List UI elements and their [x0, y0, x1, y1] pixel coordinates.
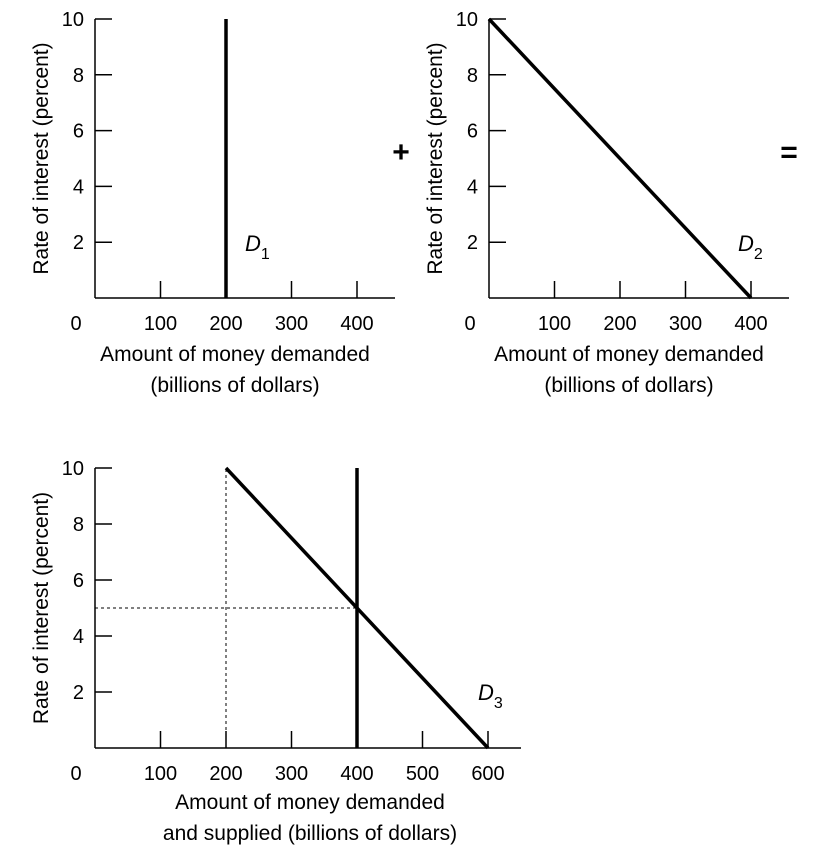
x-tick-label: 400	[340, 313, 373, 335]
x-tick-label: 0	[464, 313, 475, 335]
x-tick-label: 400	[734, 313, 767, 335]
y-tick-label: 4	[73, 626, 84, 648]
y-tick-label: 2	[73, 682, 84, 704]
x-tick-label: 300	[669, 313, 702, 335]
x-tick-label: 200	[603, 313, 636, 335]
x-tick-label: 100	[144, 313, 177, 335]
y-axis-title: Rate of interest (percent)	[30, 492, 53, 724]
x-axis-title: Amount of money demanded	[100, 343, 370, 366]
y-tick-label: 6	[73, 121, 84, 143]
x-axis-title: Amount of money demanded	[175, 791, 445, 814]
y-tick-label: 6	[467, 121, 478, 143]
y-tick-label: 8	[467, 65, 478, 87]
y-tick-label: 6	[73, 570, 84, 592]
x-tick-label: 200	[209, 313, 242, 335]
y-axis-title: Rate of interest (percent)	[424, 42, 447, 274]
x-tick-label: 500	[406, 763, 439, 785]
x-tick-label: 400	[340, 763, 373, 785]
y-axis-title: Rate of interest (percent)	[30, 42, 53, 274]
y-tick-label: 4	[73, 176, 84, 198]
x-tick-label: 100	[144, 763, 177, 785]
x-tick-label: 600	[471, 763, 504, 785]
series-label: D3	[478, 680, 503, 712]
y-tick-label: 8	[73, 514, 84, 536]
x-tick-label: 300	[275, 763, 308, 785]
x-tick-label: 0	[70, 763, 81, 785]
x-tick-label: 0	[70, 313, 81, 335]
y-tick-label: 4	[467, 176, 478, 198]
y-tick-label: 10	[62, 458, 84, 480]
series-label: D1	[245, 231, 270, 263]
y-tick-label: 10	[62, 9, 84, 31]
y-tick-label: 2	[467, 232, 478, 254]
y-tick-label: 10	[456, 9, 478, 31]
series-line-d2	[487, 17, 753, 300]
x-axis-title: Amount of money demanded	[494, 343, 764, 366]
y-tick-label: 2	[73, 232, 84, 254]
x-axis-title: (billions of dollars)	[150, 374, 319, 397]
y-tick-label: 8	[73, 65, 84, 87]
equals-sign: =	[780, 136, 798, 169]
x-tick-label: 200	[209, 763, 242, 785]
x-tick-label: 300	[275, 313, 308, 335]
x-axis-title: (billions of dollars)	[544, 374, 713, 397]
plus-sign: +	[392, 136, 410, 169]
series-label: D2	[738, 231, 763, 263]
x-tick-label: 100	[538, 313, 571, 335]
x-axis-title: and supplied (billions of dollars)	[163, 822, 457, 845]
